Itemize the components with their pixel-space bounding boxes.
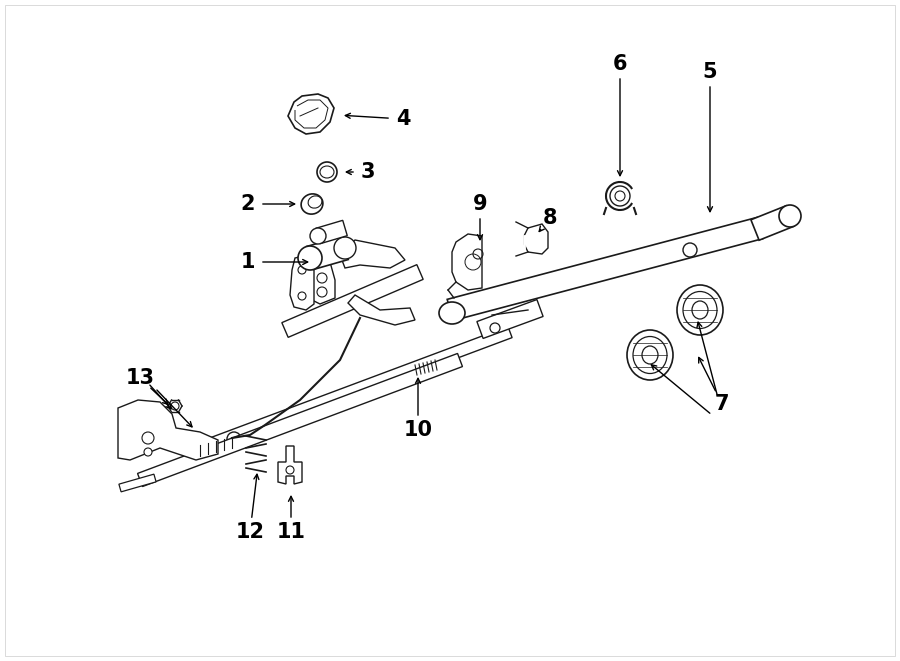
Circle shape	[317, 162, 337, 182]
Polygon shape	[452, 234, 482, 290]
Text: 1: 1	[241, 252, 256, 272]
Text: 8: 8	[543, 208, 557, 228]
Polygon shape	[348, 295, 415, 325]
Ellipse shape	[439, 302, 465, 324]
Text: 6: 6	[613, 54, 627, 74]
Ellipse shape	[633, 336, 667, 373]
Ellipse shape	[692, 301, 708, 319]
Text: 9: 9	[472, 194, 487, 214]
Ellipse shape	[779, 205, 801, 227]
Ellipse shape	[310, 228, 326, 244]
Ellipse shape	[302, 194, 323, 214]
Polygon shape	[307, 237, 348, 270]
Text: 11: 11	[276, 522, 305, 542]
Ellipse shape	[642, 346, 658, 364]
Circle shape	[465, 254, 481, 270]
Ellipse shape	[683, 292, 717, 329]
Polygon shape	[751, 206, 794, 240]
Text: 5: 5	[703, 62, 717, 82]
Polygon shape	[316, 220, 347, 244]
Text: 13: 13	[125, 368, 155, 388]
Text: 2: 2	[241, 194, 256, 214]
Text: 12: 12	[236, 522, 265, 542]
Polygon shape	[447, 217, 763, 321]
Polygon shape	[119, 474, 156, 492]
Text: 3: 3	[361, 162, 375, 182]
Ellipse shape	[334, 237, 356, 259]
Text: 10: 10	[403, 420, 433, 440]
Polygon shape	[524, 224, 548, 254]
Polygon shape	[290, 255, 314, 310]
Polygon shape	[118, 400, 218, 460]
Circle shape	[144, 448, 152, 456]
Polygon shape	[308, 262, 335, 304]
Text: 7: 7	[715, 394, 729, 414]
Circle shape	[227, 432, 241, 446]
Ellipse shape	[677, 285, 723, 335]
Polygon shape	[477, 299, 543, 338]
Ellipse shape	[627, 330, 673, 380]
Polygon shape	[340, 240, 405, 268]
Polygon shape	[282, 264, 423, 337]
Ellipse shape	[320, 166, 334, 178]
Ellipse shape	[298, 246, 322, 270]
Polygon shape	[288, 94, 334, 134]
Text: 4: 4	[396, 109, 410, 129]
Polygon shape	[198, 327, 512, 453]
Circle shape	[142, 432, 154, 444]
Polygon shape	[278, 446, 302, 484]
Ellipse shape	[308, 196, 322, 208]
Polygon shape	[138, 354, 463, 486]
Circle shape	[610, 186, 630, 206]
